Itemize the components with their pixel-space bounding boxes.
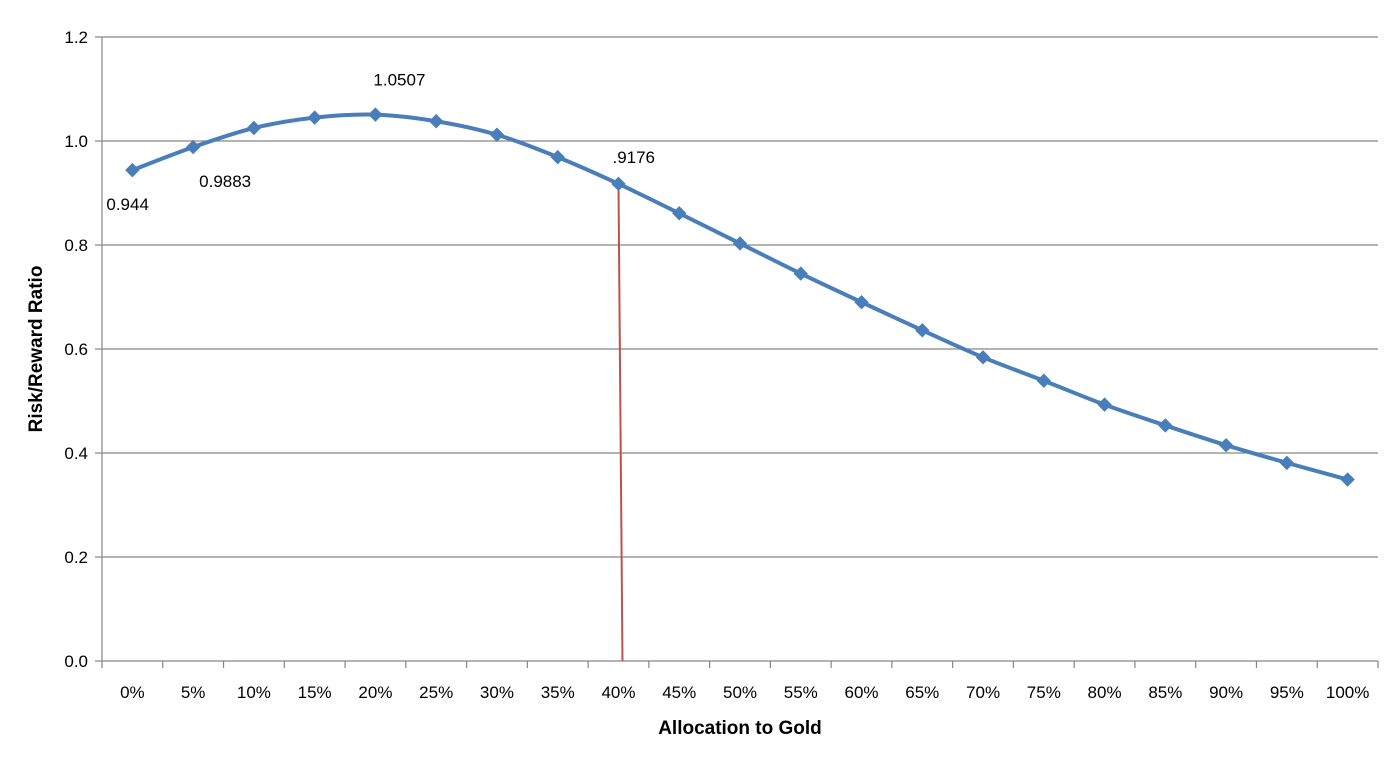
x-tick-label: 75%	[1027, 683, 1061, 702]
data-point-marker	[428, 114, 444, 129]
y-tick-labels: 0.0 0.2 0.4 0.6 0.8 1.0 1.2	[64, 28, 88, 671]
y-tick-label: 0.4	[64, 444, 88, 463]
data-point-marker	[185, 139, 201, 155]
data-point-marker	[915, 323, 930, 338]
data-point-marker	[1097, 397, 1112, 412]
x-tick-label: 0%	[120, 683, 145, 702]
data-point-marker	[732, 236, 748, 251]
x-tick-label: 10%	[237, 683, 271, 702]
x-tick-label: 40%	[601, 683, 635, 702]
marker-line	[617, 183, 624, 662]
y-tick-label: 0.2	[64, 548, 88, 567]
x-tick-label: 95%	[1270, 683, 1304, 702]
x-tick-label: 15%	[298, 683, 332, 702]
y-tick-label: 0.8	[64, 236, 88, 255]
x-tick-label: 5%	[181, 683, 206, 702]
data-label: 0.944	[106, 195, 149, 214]
x-tick-label: 85%	[1148, 683, 1182, 702]
data-point-marker	[246, 120, 262, 136]
data-label: 1.0507	[373, 71, 425, 90]
x-tick-label: 90%	[1209, 683, 1243, 702]
x-tick-label: 55%	[784, 683, 818, 702]
x-tick-label: 70%	[966, 683, 1000, 702]
data-point-marker	[1218, 437, 1234, 453]
data-labels: 0.944 0.9883 1.0507 .9176	[106, 71, 655, 214]
data-point-marker	[611, 176, 626, 192]
data-point-marker	[854, 294, 869, 310]
marker-line-group	[617, 183, 624, 662]
y-tick-label: 0.0	[64, 652, 88, 671]
data-point-marker	[1036, 373, 1052, 388]
y-tick-label: 1.2	[64, 28, 88, 47]
data-point-marker	[368, 107, 383, 122]
data-label: 0.9883	[199, 172, 251, 191]
axes	[95, 36, 1379, 668]
x-axis-title: Allocation to Gold	[658, 718, 822, 739]
data-point-marker	[307, 110, 322, 125]
x-tick-label: 35%	[541, 683, 575, 702]
x-tick-label: 30%	[480, 683, 514, 702]
x-tick-label: 45%	[662, 683, 696, 702]
series-group	[125, 107, 1355, 487]
gridlines	[102, 36, 1378, 558]
x-tick-label: 20%	[358, 683, 392, 702]
x-tick-label: 50%	[723, 683, 757, 702]
x-tick-label: 60%	[845, 683, 879, 702]
x-tick-labels: 0% 5% 10% 15% 20% 25% 30% 35% 40% 45% 50% 55% 60% 65%…	[120, 683, 1369, 702]
data-point-marker	[793, 266, 808, 281]
y-tick-label: 1.0	[64, 132, 88, 151]
data-point-marker	[550, 149, 565, 165]
data-point-marker	[672, 206, 687, 221]
data-point-marker	[1158, 418, 1173, 433]
x-tick-label: 25%	[419, 683, 453, 702]
data-point-marker	[975, 350, 991, 365]
data-point-marker	[1340, 472, 1355, 487]
data-label: .9176	[612, 148, 655, 167]
data-point-marker	[125, 162, 140, 178]
y-axis-title: Risk/Reward Ratio	[26, 266, 47, 433]
data-point-marker	[489, 127, 505, 142]
data-point-marker	[1279, 455, 1295, 471]
x-tick-label: 80%	[1088, 683, 1122, 702]
y-tick-label: 0.6	[64, 340, 88, 359]
x-tick-label: 100%	[1326, 683, 1369, 702]
x-tick-label: 65%	[905, 683, 939, 702]
